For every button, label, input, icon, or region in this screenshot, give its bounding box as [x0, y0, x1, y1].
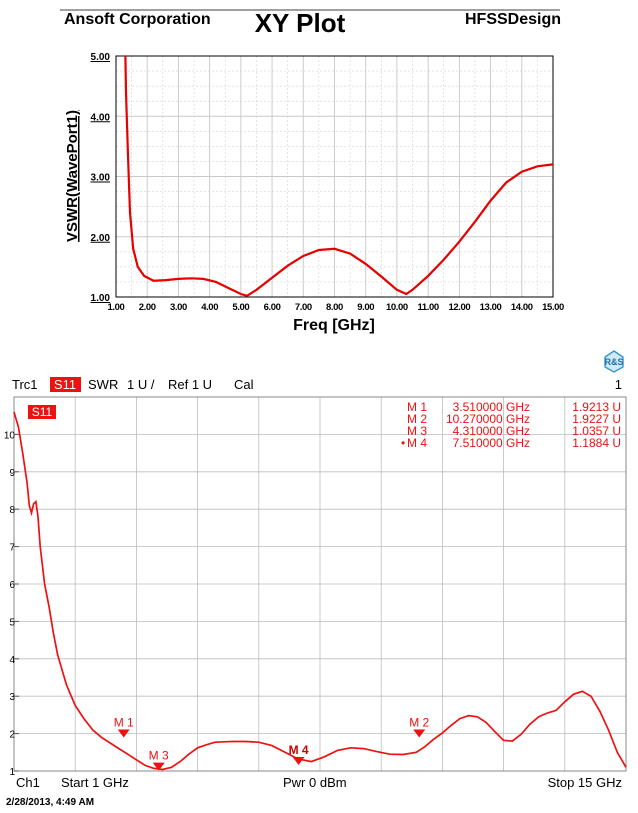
vna-marker-triangle: [413, 729, 426, 738]
vna-marker-label: M 4: [289, 743, 309, 757]
vna-marker-row-value: 1.9227 U: [572, 412, 621, 426]
vna-ref-label: Ref 1 U: [168, 377, 212, 392]
vna-footer-stop: Stop 15 GHz: [548, 775, 622, 790]
hfss-x-tick-label: 10.00: [386, 302, 408, 313]
vna-marker-active-dot: •: [401, 436, 405, 450]
vna-swr-curve: [13, 411, 627, 771]
vna-y-tick-label: 8: [9, 505, 15, 516]
vna-trace-badge: [28, 405, 56, 419]
hfss-x-axis-label: Freq [GHz]: [293, 317, 375, 334]
vna-scale-label: 1 U /: [127, 377, 155, 392]
vna-cal-label: Cal: [234, 377, 254, 392]
hfss-x-tick-label: 2.00: [139, 302, 156, 313]
hfss-x-tick-label: 15.00: [542, 302, 564, 313]
hfss-x-tick-label: 1.00: [108, 302, 125, 313]
hfss-grid: [115, 55, 554, 298]
vna-marker-row-freq: 3.510000 GHz: [453, 400, 530, 414]
vna-footer-power: Pwr 0 dBm: [283, 775, 347, 790]
vna-param-label: S11: [54, 377, 76, 392]
vna-marker-row-name: M 3: [407, 424, 427, 438]
vna-marker-label: M 2: [409, 715, 429, 729]
hfss-y-tick-labels: 1.00 2.00 3.00 4.00 5.00: [91, 52, 111, 304]
vna-y-tick-label: 7: [9, 543, 15, 554]
vna-y-tick-label: 3: [9, 692, 15, 703]
hfss-y-tick-label: 1.00: [91, 293, 111, 304]
vna-marker-table: M 1 3.510000 GHz 1.9213 U M 2 10.270000 GHz 1…: [401, 400, 621, 450]
vna-channel-number: 1: [615, 377, 622, 392]
hfss-x-tick-label: 4.00: [201, 302, 218, 313]
hfss-x-tick-label: 7.00: [295, 302, 312, 313]
hfss-plot-frame: [115, 55, 554, 298]
vna-marker-row-name: M 4: [407, 436, 427, 450]
vna-y-tick-label: 6: [9, 580, 15, 591]
hfss-y-axis-label: VSWR(WavePort1): [64, 110, 81, 242]
vna-param-badge: [50, 377, 81, 392]
vna-y-tick-label: 2: [9, 730, 15, 741]
vna-y-tick-label: 1: [9, 767, 15, 778]
vna-marker-row-value: 1.9213 U: [572, 400, 621, 414]
hfss-y-tick-label: 2.00: [91, 233, 111, 244]
vna-y-tick-label: 5: [9, 617, 15, 628]
vna-marker-row-freq: 7.510000 GHz: [453, 436, 530, 450]
vna-marker-triangle: [117, 729, 130, 738]
vna-marker-row-freq: 10.270000 GHz: [446, 412, 530, 426]
vna-footer-channel: Ch1: [16, 775, 40, 790]
vna-y-tick-labels: 1 2 3 4 5 6 7 8 9 10: [4, 430, 19, 778]
hfss-x-tick-label: 11.00: [418, 302, 439, 313]
vna-swr-plot: R&S Trc1 S11 SWR 1 U / Ref 1 U Cal 1 1 2 3…: [4, 350, 627, 808]
vna-y-tick-label: 9: [9, 468, 15, 479]
vna-trace-name: Trc1: [12, 377, 38, 392]
vna-grid: [14, 397, 626, 771]
hfss-vswr-curve: [124, 55, 554, 297]
hfss-y-tick-label: 3.00: [91, 173, 111, 184]
vna-marker-row-value: 1.1884 U: [572, 436, 621, 450]
vna-y-tick-label: 4: [9, 655, 15, 666]
hfss-header-title: XY Plot: [255, 8, 346, 38]
hfss-x-tick-label: 3.00: [170, 302, 187, 313]
vna-trace-badge-label: S11: [32, 405, 53, 419]
vna-marker-triangle: [292, 756, 305, 765]
hfss-x-tick-label: 6.00: [264, 302, 281, 313]
vna-y-tick-label: 10: [4, 430, 16, 441]
vna-marker-row-freq: 4.310000 GHz: [453, 424, 530, 438]
vna-marker-row-name: M 1: [407, 400, 427, 414]
hfss-y-tick-label: 4.00: [91, 112, 111, 123]
vna-marker-row-value: 1.0357 U: [572, 424, 621, 438]
hfss-header-company: Ansoft Corporation: [64, 11, 211, 28]
hfss-x-tick-label: 12.00: [448, 302, 470, 313]
svg-text:R&S: R&S: [604, 357, 623, 367]
vna-marker-label: M 3: [149, 749, 169, 763]
vna-timestamp: 2/28/2013, 4:49 AM: [6, 797, 94, 808]
hfss-xy-plot: Ansoft Corporation XY Plot HFSSDesign 1.…: [60, 8, 564, 334]
hfss-x-tick-label: 8.00: [326, 302, 343, 313]
vna-format-label: SWR: [88, 377, 118, 392]
hfss-x-tick-label: 9.00: [357, 302, 374, 313]
vna-marker-label: M 1: [114, 716, 134, 730]
hfss-x-tick-label: 13.00: [480, 302, 502, 313]
rs-logo-icon: R&S: [604, 350, 624, 373]
hfss-header-design: HFSSDesign: [465, 11, 561, 28]
hfss-x-tick-labels: 1.00 2.00 3.00 4.00 5.00 6.00 7.00 8.00 9.00 10.0…: [108, 302, 565, 313]
vna-markers: M 1 M 2 M 3 M 4: [114, 715, 430, 771]
vna-footer-start: Start 1 GHz: [61, 775, 129, 790]
hfss-x-tick-label: 14.00: [511, 302, 533, 313]
vna-marker-row-name: M 2: [407, 412, 427, 426]
hfss-y-tick-label: 5.00: [91, 52, 111, 63]
hfss-x-tick-label: 5.00: [232, 302, 249, 313]
vna-marker-triangle: [152, 762, 165, 771]
